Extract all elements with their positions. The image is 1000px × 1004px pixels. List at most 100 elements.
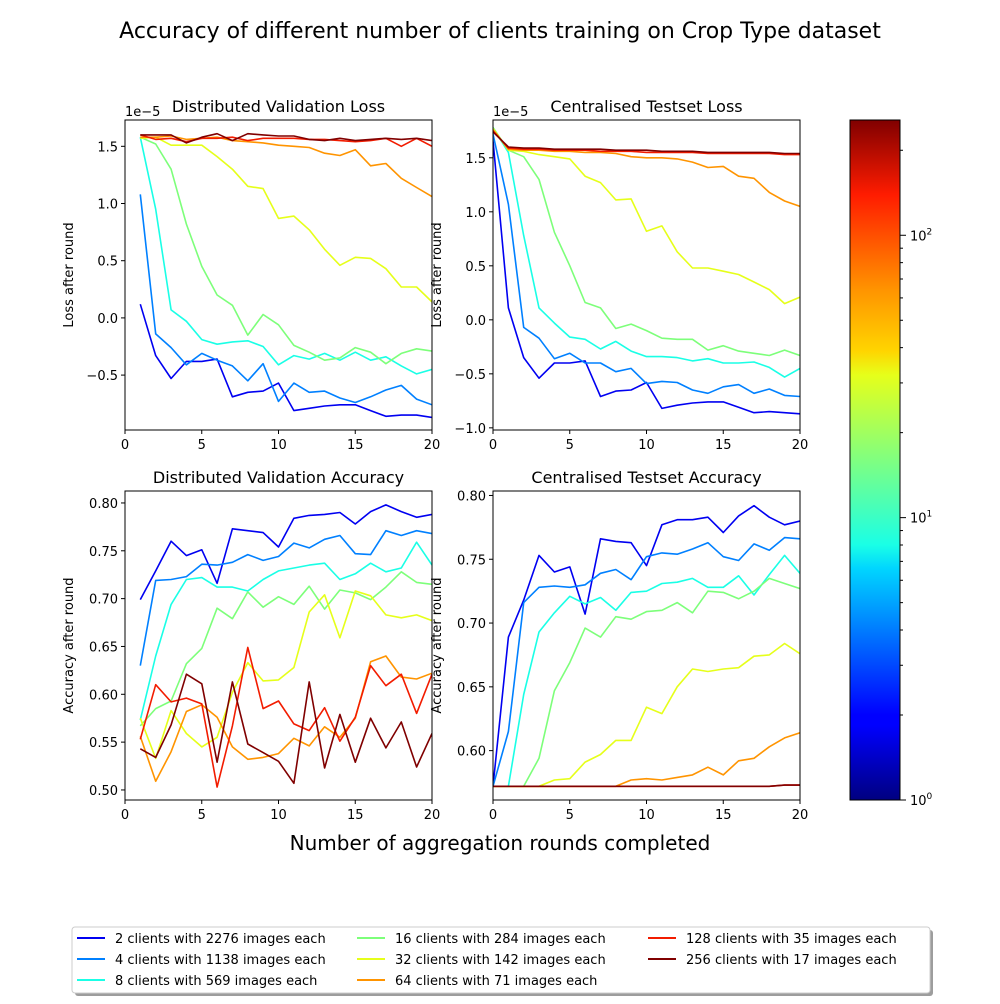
y-axis-label: Loss after round bbox=[62, 222, 77, 327]
legend-item: 256 clients with 17 images each bbox=[648, 953, 897, 968]
series-line-4 bbox=[493, 577, 800, 788]
x-tick-label: 5 bbox=[198, 808, 206, 823]
x-tick-label: 20 bbox=[792, 808, 809, 823]
y-tick-label: 0.75 bbox=[457, 553, 486, 568]
series-line-8 bbox=[493, 784, 800, 788]
legend-item: 128 clients with 35 images each bbox=[648, 932, 897, 947]
series-line-5 bbox=[493, 128, 800, 305]
x-tick-label: 0 bbox=[489, 808, 497, 823]
panel-title: Distributed Validation Accuracy bbox=[153, 468, 404, 487]
y-tick-label: 1.0 bbox=[97, 198, 118, 213]
y-tick-label: 0.55 bbox=[89, 736, 118, 751]
series-line-4 bbox=[139, 570, 432, 727]
y-tick-label: 0.0 bbox=[465, 314, 486, 329]
legend-label: 4 clients with 1138 images each bbox=[115, 953, 326, 968]
series-line-7 bbox=[139, 646, 432, 788]
colorbar-ticks: 100 101 102 bbox=[900, 149, 933, 809]
x-tick-label: 20 bbox=[424, 438, 441, 453]
series-lines bbox=[139, 504, 432, 788]
chart-panel-3: Distributed Validation Accuracy Accuracy … bbox=[62, 468, 440, 823]
y-axis-label: Accuracy after round bbox=[430, 577, 445, 713]
series-line-2 bbox=[493, 536, 800, 787]
legend-item: 2 clients with 2276 images each bbox=[77, 932, 326, 947]
y-tick-label: 0.5 bbox=[97, 255, 118, 270]
legend-label: 64 clients with 71 images each bbox=[395, 974, 597, 989]
series-line-5 bbox=[140, 136, 432, 303]
legend-item: 8 clients with 569 images each bbox=[77, 974, 317, 989]
axes-frame bbox=[124, 119, 433, 431]
x-tick-label: 0 bbox=[489, 438, 497, 453]
chart-panel-4: Centralised Testset Accuracy Accuracy aft… bbox=[430, 468, 808, 823]
series-line-1 bbox=[493, 504, 800, 787]
series-line-4 bbox=[139, 136, 432, 365]
chart-panel-1: Distributed Validation Loss Loss after ro… bbox=[62, 97, 440, 453]
legend-label: 32 clients with 142 images each bbox=[395, 953, 606, 968]
series-line-8 bbox=[140, 132, 432, 144]
y-tick-label: 0.60 bbox=[89, 688, 118, 703]
x-tick-label: 10 bbox=[270, 438, 287, 453]
x-tick-label: 10 bbox=[638, 438, 655, 453]
series-line-6 bbox=[140, 135, 432, 198]
colorbar-tick-label: 100 bbox=[910, 792, 933, 809]
colorbar: 100 101 102 bbox=[849, 119, 933, 809]
y-tick-label: −1.0 bbox=[454, 422, 486, 437]
y-axis-offset-text: 1e−5 bbox=[493, 105, 528, 120]
y-tick-label: −0.5 bbox=[454, 368, 486, 383]
y-tick-label: −0.5 bbox=[86, 369, 118, 384]
legend-item: 16 clients with 284 images each bbox=[357, 932, 606, 947]
figure-xlabel: Number of aggregation rounds completed bbox=[290, 831, 711, 855]
legend: 2 clients with 2276 images each 4 clients… bbox=[71, 926, 933, 996]
axes-frame bbox=[492, 490, 801, 801]
series-lines bbox=[493, 504, 800, 788]
y-axis-offset-text: 1e−5 bbox=[125, 105, 160, 120]
x-tick-label: 5 bbox=[566, 808, 574, 823]
legend-item: 64 clients with 71 images each bbox=[357, 974, 597, 989]
x-tick-label: 10 bbox=[270, 808, 287, 823]
colorbar-tick-label: 102 bbox=[910, 227, 932, 244]
axes-frame bbox=[124, 490, 433, 801]
series-line-3 bbox=[493, 554, 800, 788]
x-tick-label: 20 bbox=[424, 808, 441, 823]
series-line-1 bbox=[139, 504, 432, 600]
y-tick-label: 0.50 bbox=[89, 784, 118, 799]
x-tick-label: 15 bbox=[715, 438, 732, 453]
series-line-2 bbox=[139, 194, 432, 406]
x-tick-label: 15 bbox=[347, 808, 364, 823]
axes-frame bbox=[492, 119, 801, 431]
legend-label: 128 clients with 35 images each bbox=[686, 932, 897, 947]
x-tick-label: 0 bbox=[121, 808, 129, 823]
y-tick-label: 0.0 bbox=[97, 312, 118, 327]
y-tick-label: 0.65 bbox=[89, 640, 118, 655]
series-line-2 bbox=[139, 529, 432, 666]
series-line-8 bbox=[493, 131, 800, 155]
legend-label: 16 clients with 284 images each bbox=[395, 932, 606, 947]
series-line-3 bbox=[139, 541, 432, 721]
legend-items: 2 clients with 2276 images each 4 clients… bbox=[77, 932, 897, 989]
panel-title: Centralised Testset Accuracy bbox=[531, 468, 761, 487]
colorbar-tick-label: 101 bbox=[910, 510, 932, 527]
y-tick-label: 0.65 bbox=[457, 681, 486, 696]
series-line-1 bbox=[139, 303, 432, 419]
x-tick-label: 20 bbox=[792, 438, 809, 453]
x-tick-label: 0 bbox=[121, 438, 129, 453]
y-tick-label: 1.5 bbox=[465, 152, 486, 167]
colorbar-frame bbox=[849, 119, 901, 801]
series-line-6 bbox=[139, 655, 432, 783]
series-line-4 bbox=[493, 127, 800, 357]
y-tick-label: 0.60 bbox=[457, 745, 486, 760]
series-lines bbox=[139, 132, 432, 419]
series-line-2 bbox=[493, 133, 800, 398]
y-tick-label: 0.5 bbox=[465, 260, 486, 275]
series-lines bbox=[493, 127, 800, 415]
x-tick-label: 15 bbox=[715, 808, 732, 823]
series-line-3 bbox=[493, 127, 800, 378]
chart-panels: Distributed Validation Loss Loss after ro… bbox=[62, 97, 808, 823]
y-tick-label: 0.70 bbox=[457, 617, 486, 632]
series-line-6 bbox=[493, 129, 800, 208]
colorbar-gradient bbox=[850, 120, 900, 800]
y-tick-label: 0.70 bbox=[89, 593, 118, 608]
x-tick-label: 5 bbox=[566, 438, 574, 453]
legend-label: 256 clients with 17 images each bbox=[686, 953, 897, 968]
legend-item: 4 clients with 1138 images each bbox=[77, 953, 326, 968]
